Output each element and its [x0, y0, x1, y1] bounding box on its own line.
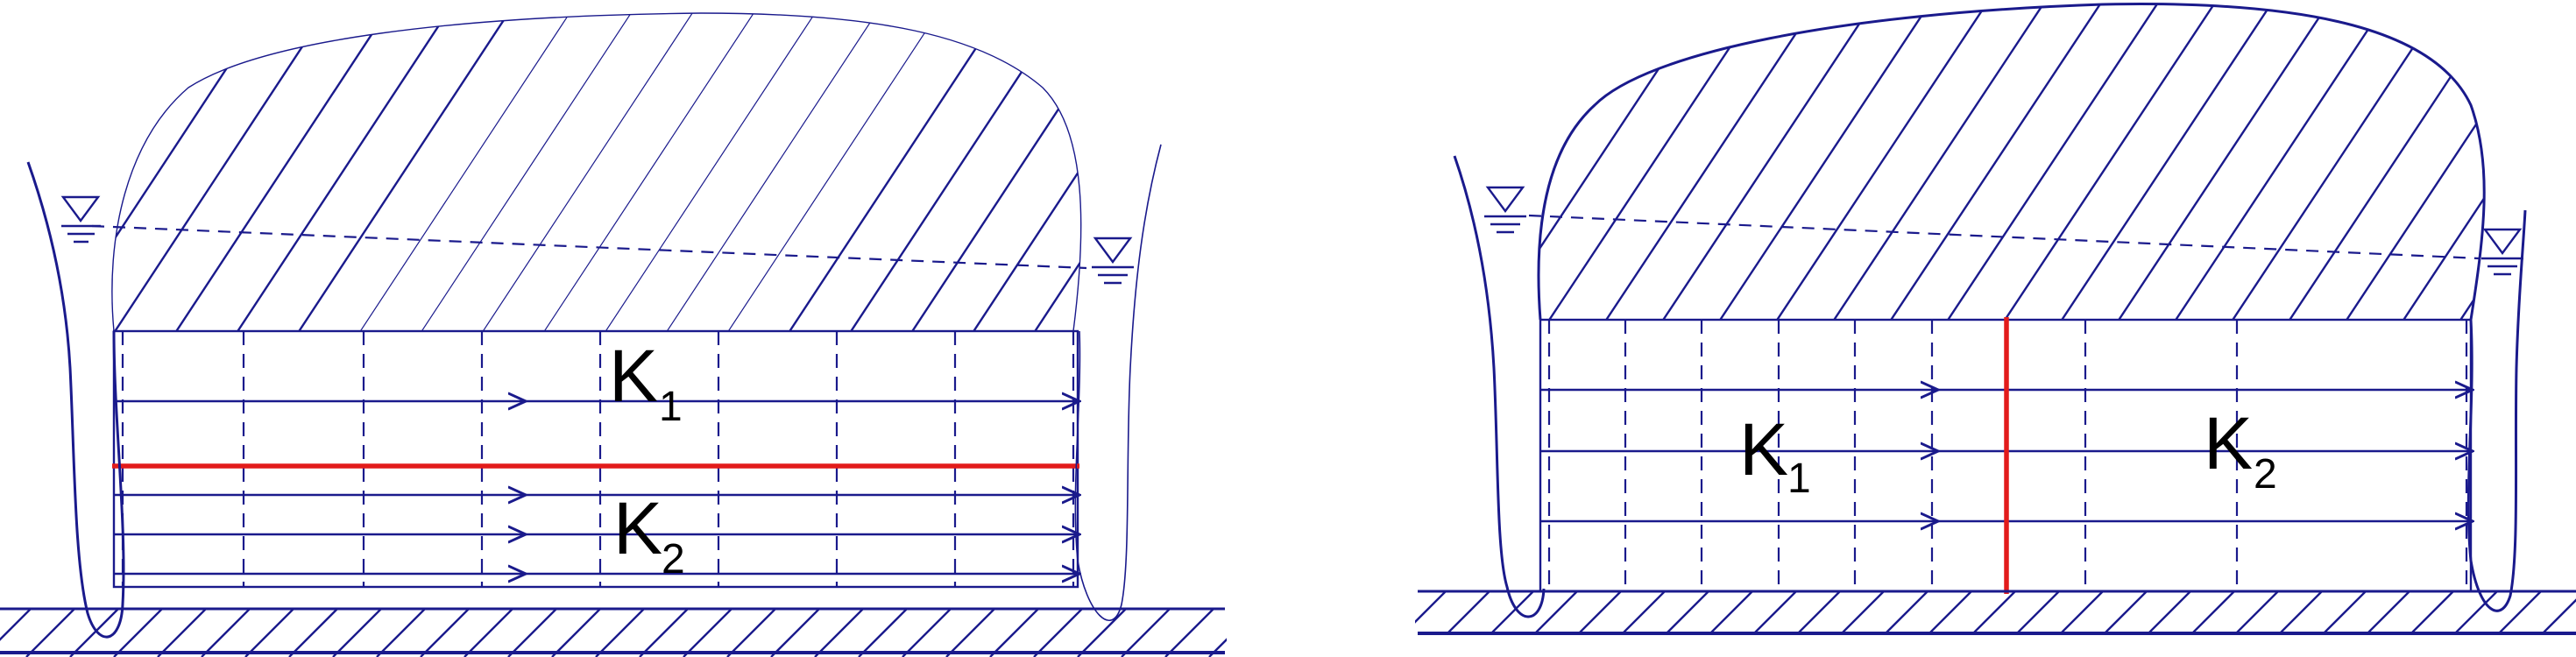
- right-panel: K 1 K 2: [1415, 3, 2576, 635]
- left-equipotential-lines: [121, 331, 1075, 587]
- left-panel: K 1 K 2: [0, 12, 1227, 657]
- left-ground-hatching: [0, 609, 1227, 657]
- left-dam-outline: [111, 12, 1082, 332]
- right-upstream-water-level-icon: [1484, 186, 1526, 234]
- left-downstream-water-level-icon: [1092, 237, 1134, 285]
- left-layer-bottom-subscript: 2: [662, 536, 685, 583]
- right-flow-lines: [1540, 390, 2473, 521]
- left-flow-lines: [114, 401, 1079, 574]
- right-ground-hatching: [1415, 591, 2576, 635]
- right-upstream-wall: [1453, 155, 1546, 618]
- left-dam-hatching: [111, 13, 1081, 331]
- right-zone-right-subscript: 2: [2254, 451, 2277, 498]
- right-zone-right-letter: K: [2204, 402, 2253, 484]
- left-layer-top-letter: K: [609, 335, 658, 417]
- right-zone-left-letter: K: [1739, 408, 1788, 491]
- left-layer-top-subscript: 1: [659, 384, 683, 430]
- left-upstream-water-level-icon: [60, 195, 101, 244]
- right-downstream-water-level-icon: [2481, 228, 2523, 276]
- left-downstream-wall: [1074, 144, 1162, 621]
- left-phreatic-line: [91, 224, 1087, 270]
- left-layer-bottom-letter: K: [613, 487, 662, 569]
- left-upstream-wall: [26, 161, 125, 639]
- right-phreatic-line: [1528, 214, 2480, 260]
- right-dam-hatching: [1538, 4, 2485, 321]
- left-soil-layer-box: [112, 329, 1079, 589]
- right-downstream-wall: [2466, 209, 2527, 612]
- right-zone-left-subscript: 1: [1787, 456, 1811, 502]
- right-dam-outline: [1537, 3, 2486, 321]
